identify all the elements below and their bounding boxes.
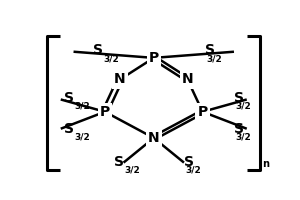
Text: N: N xyxy=(114,72,126,86)
Text: S: S xyxy=(234,91,244,105)
Text: S: S xyxy=(234,122,244,136)
Text: 3/2: 3/2 xyxy=(125,166,140,175)
Text: S: S xyxy=(93,43,103,57)
Text: 3/2: 3/2 xyxy=(104,54,119,63)
Text: 3/2: 3/2 xyxy=(75,102,91,111)
Text: 3/2: 3/2 xyxy=(206,54,222,63)
Text: S: S xyxy=(113,155,124,169)
Text: P: P xyxy=(148,51,159,65)
Text: P: P xyxy=(197,105,208,119)
Text: N: N xyxy=(148,131,160,145)
Text: S: S xyxy=(64,122,74,136)
Text: 3/2: 3/2 xyxy=(185,166,201,175)
Text: S: S xyxy=(205,43,215,57)
Text: S: S xyxy=(184,155,194,169)
Text: 3/2: 3/2 xyxy=(235,102,251,111)
Text: S: S xyxy=(64,91,74,105)
Text: P: P xyxy=(100,105,110,119)
Text: n: n xyxy=(262,159,270,169)
Text: N: N xyxy=(182,72,193,86)
Text: 3/2: 3/2 xyxy=(75,133,91,142)
Text: 3/2: 3/2 xyxy=(235,133,251,142)
